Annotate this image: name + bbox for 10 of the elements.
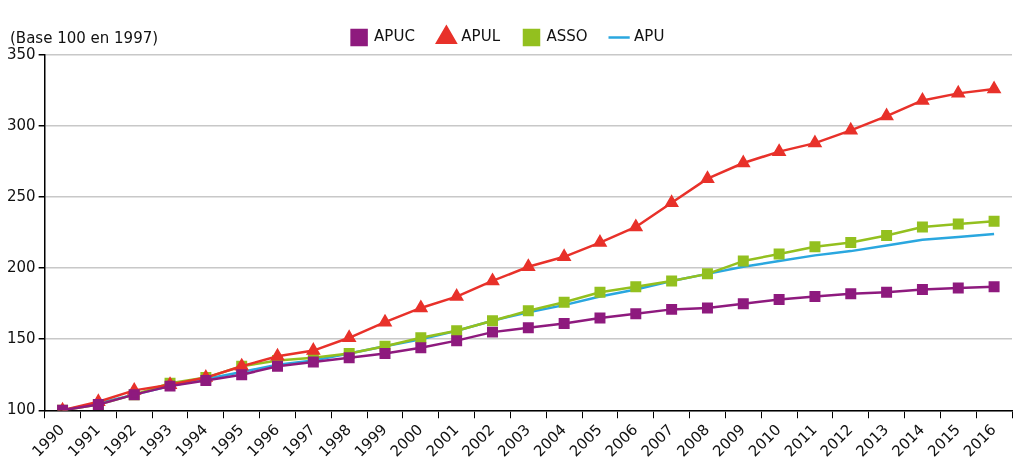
legend-label: APUC	[374, 27, 415, 46]
y-axis-title: (Base 100 en 1997)	[10, 29, 159, 48]
y-tick-label: 200	[6, 258, 36, 277]
legend-label: APU	[634, 27, 665, 46]
y-tick-label: 150	[6, 329, 36, 348]
y-tick-label: 300	[6, 115, 36, 134]
y-tick-label: 100	[6, 400, 36, 419]
legend-label: APUL	[461, 27, 501, 46]
y-tick-label: 250	[6, 187, 36, 205]
legend-label: ASSO	[546, 27, 588, 46]
